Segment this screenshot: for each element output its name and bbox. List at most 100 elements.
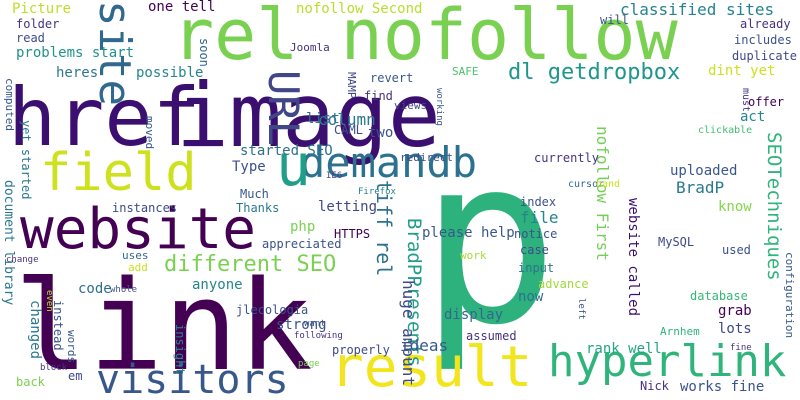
word: views	[394, 99, 428, 112]
word: possible	[136, 65, 204, 81]
word: database	[690, 289, 748, 303]
word: field	[40, 143, 197, 203]
word: add	[128, 261, 148, 274]
word: uses	[122, 249, 149, 262]
word: nofollow Second	[296, 1, 423, 17]
word: IE6	[326, 171, 343, 181]
word: whole	[110, 285, 138, 295]
word: u	[276, 131, 311, 199]
word: configuration	[783, 252, 796, 339]
word: appreciated	[262, 237, 342, 251]
word: php	[290, 219, 316, 235]
word: Much	[240, 187, 269, 201]
word: revert	[370, 71, 414, 85]
word: letting	[318, 199, 378, 215]
word: includes	[734, 33, 792, 47]
word: instead	[51, 300, 65, 351]
word: demandb	[300, 138, 478, 187]
word: folder	[16, 17, 60, 31]
word: working	[434, 88, 444, 126]
word: code	[78, 281, 112, 297]
word: BradPPresents	[403, 218, 425, 367]
word: dint yet	[708, 63, 776, 79]
word: URL	[259, 70, 308, 146]
word: display	[444, 307, 504, 323]
word: rel nofollow	[172, 0, 678, 76]
word: two	[368, 125, 394, 141]
word: grab	[718, 303, 752, 319]
word: Type	[232, 159, 266, 175]
word: website called	[625, 198, 641, 317]
word: already	[740, 17, 791, 31]
word: href	[8, 71, 201, 164]
word: problems start	[16, 45, 135, 61]
word: ideas	[400, 336, 449, 355]
word: Firefox	[358, 187, 396, 197]
word: soon	[197, 38, 211, 67]
word: CAML	[334, 123, 363, 137]
word: heres	[56, 65, 99, 81]
word: index	[520, 195, 557, 209]
word: site	[89, 0, 140, 106]
word: BradP	[676, 178, 725, 197]
word: SAFE	[452, 65, 479, 78]
word: nofollow First	[593, 126, 612, 261]
word: properly	[332, 343, 390, 357]
word: strong	[276, 317, 327, 333]
word: used	[722, 243, 751, 257]
word: words	[65, 330, 78, 364]
word: will	[600, 13, 629, 27]
word: Arnhem	[660, 325, 700, 338]
word: Nick	[640, 379, 669, 393]
word: duplicate	[732, 49, 798, 63]
word: classified sites	[620, 0, 775, 19]
word: block	[40, 363, 68, 373]
word: hyperlink	[548, 336, 787, 387]
word: page	[298, 359, 320, 369]
word: work	[460, 249, 487, 262]
word: uploaded	[670, 163, 738, 179]
word: anyone	[192, 277, 243, 293]
word: list	[306, 111, 340, 127]
word: computed	[3, 78, 16, 131]
word: now	[518, 289, 544, 305]
word: tiff rel	[372, 180, 396, 277]
word: rank well	[586, 341, 662, 357]
word: currently	[534, 151, 600, 165]
word: column	[318, 110, 376, 129]
word: Picture	[12, 1, 72, 17]
word: document library	[1, 180, 16, 306]
word: offer	[748, 95, 785, 109]
word: MAMP	[345, 72, 358, 99]
word: changed	[27, 300, 43, 360]
word: following	[294, 331, 343, 341]
word: started SEO	[240, 143, 333, 159]
word: HTTPS	[334, 227, 371, 241]
word: assumed	[466, 329, 517, 343]
word: please help	[422, 225, 515, 241]
word: result	[330, 335, 533, 400]
word: act	[740, 109, 766, 125]
word: hand	[596, 179, 621, 190]
word: moved	[143, 116, 156, 150]
word: clickable	[698, 125, 753, 136]
word: fine	[730, 343, 752, 353]
word: back	[16, 375, 45, 389]
word: find	[364, 89, 393, 103]
word: huge amount	[399, 280, 418, 386]
word: notice	[514, 227, 558, 241]
word: different SEO	[164, 252, 337, 277]
word: insight	[173, 324, 187, 375]
word: even	[44, 290, 54, 312]
word: Joomla	[290, 41, 330, 54]
word: instances	[112, 201, 178, 215]
word: MySQL	[658, 235, 695, 249]
word: must	[740, 88, 751, 113]
word: jlecologia	[236, 303, 309, 317]
word: dl getdropbox	[508, 60, 681, 85]
word: want	[304, 319, 326, 329]
word: link	[14, 255, 313, 399]
word: case	[520, 243, 549, 257]
word: p	[420, 109, 559, 376]
